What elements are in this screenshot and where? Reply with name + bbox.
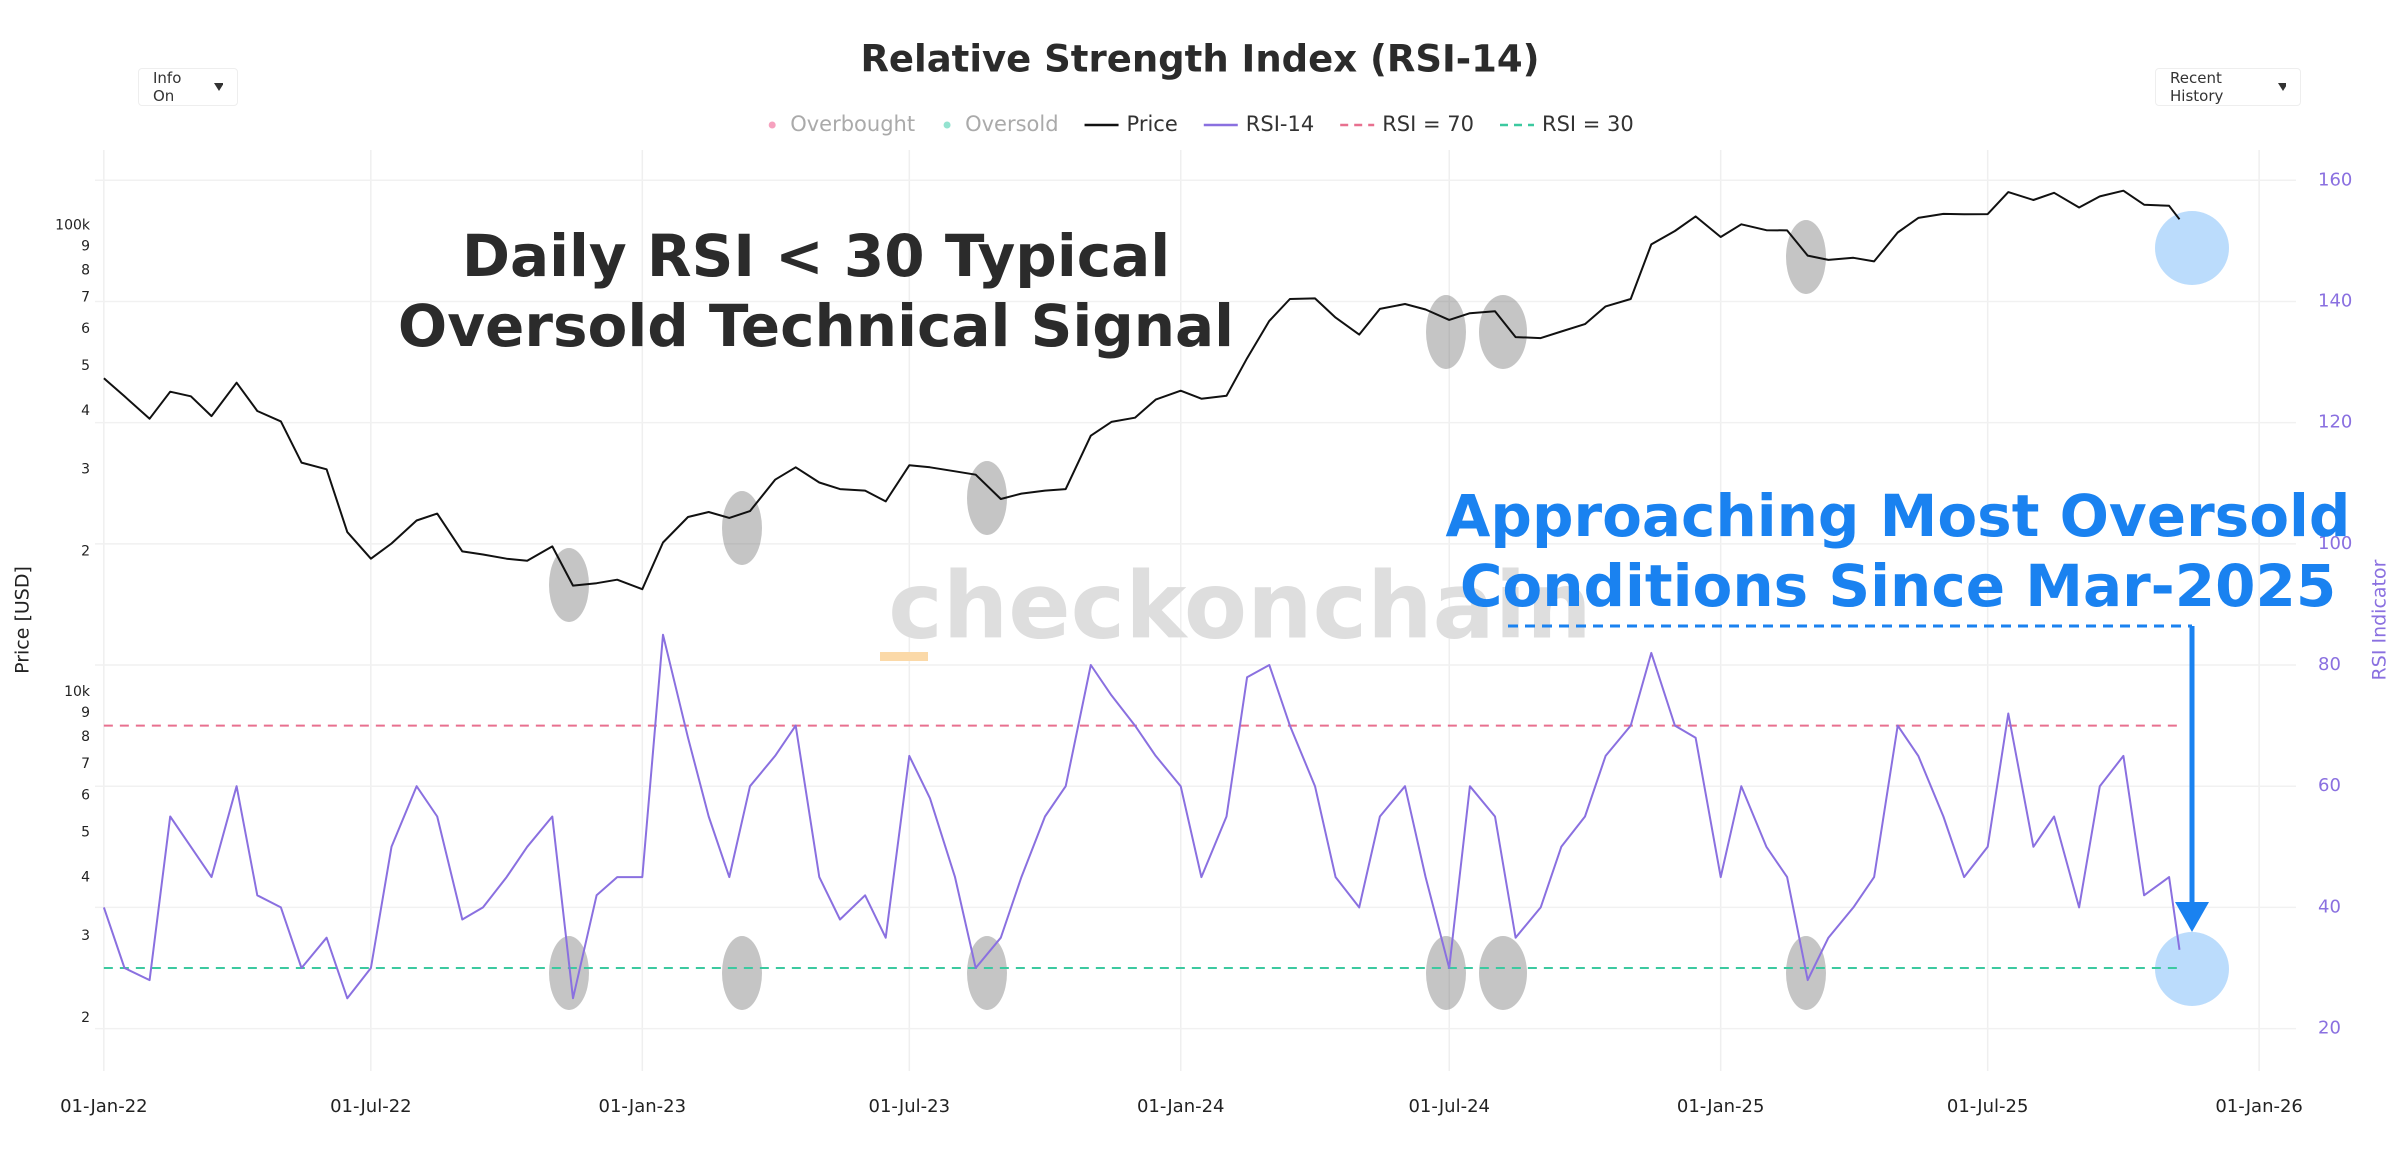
y2-tick-label: 60 bbox=[2318, 775, 2341, 796]
y-tick-label: 4 bbox=[81, 870, 90, 886]
highlight bbox=[1786, 220, 1826, 294]
annotation: Conditions Since Mar-2025 bbox=[1460, 552, 2336, 620]
x-tick-label: 01-Jan-26 bbox=[2215, 1096, 2303, 1117]
x-tick-label: 01-Jan-22 bbox=[60, 1096, 148, 1117]
y-tick-label: 5 bbox=[81, 358, 90, 374]
legend-label: RSI-14 bbox=[1246, 112, 1314, 136]
dropdown-label: Recent History bbox=[2170, 69, 2224, 105]
y-tick-label: 100k bbox=[55, 217, 91, 233]
y2-tick-label: 140 bbox=[2318, 290, 2352, 311]
watermark: checkonchain bbox=[888, 552, 1592, 659]
y-tick-label: 7 bbox=[81, 756, 90, 772]
legend-swatch bbox=[943, 121, 951, 129]
watermark-underscore bbox=[880, 652, 928, 661]
legend-item: RSI-14 bbox=[1203, 112, 1314, 136]
chart-title: Relative Strength Index (RSI-14) bbox=[860, 38, 1539, 81]
y2-tick-label: 160 bbox=[2318, 169, 2352, 190]
focus-circle bbox=[2155, 211, 2229, 285]
x-tick-label: 01-Jan-23 bbox=[599, 1096, 687, 1117]
highlight bbox=[549, 936, 589, 1010]
y-tick-label: 10k bbox=[64, 684, 91, 700]
y-tick-label: 6 bbox=[81, 787, 90, 803]
y-tick-label: 3 bbox=[81, 461, 90, 477]
highlight bbox=[1426, 936, 1466, 1010]
highlight bbox=[967, 936, 1007, 1010]
y2-tick-label: 20 bbox=[2318, 1018, 2341, 1039]
legend-item: Overbought bbox=[768, 112, 915, 136]
legend-item: RSI = 70 bbox=[1340, 112, 1474, 136]
annotation: Daily RSI < 30 Typical bbox=[462, 222, 1170, 290]
y2-axis-label: RSI Indicator bbox=[2369, 559, 2391, 680]
highlight bbox=[1426, 295, 1466, 369]
info-dropdown[interactable]: Info On bbox=[138, 68, 238, 106]
y2-tick-label: 100 bbox=[2318, 533, 2352, 554]
dropdown-arrow bbox=[214, 83, 223, 91]
y-tick-label: 9 bbox=[81, 705, 90, 721]
y2-tick-label: 40 bbox=[2318, 896, 2341, 917]
y-tick-label: 7 bbox=[81, 290, 90, 306]
y-tick-label: 2 bbox=[81, 1010, 90, 1026]
annotation: Approaching Most Oversold bbox=[1446, 482, 2351, 550]
legend-swatch bbox=[768, 121, 776, 129]
highlight bbox=[722, 936, 762, 1010]
legend-item: RSI = 30 bbox=[1500, 112, 1634, 136]
y-tick-label: 9 bbox=[81, 239, 90, 255]
legend-label: Overbought bbox=[790, 112, 915, 136]
highlight bbox=[1479, 936, 1527, 1010]
y-tick-label: 2 bbox=[81, 543, 90, 559]
dropdown-arrow bbox=[2277, 83, 2286, 91]
x-tick-label: 01-Jul-22 bbox=[330, 1096, 412, 1117]
legend-label: RSI = 30 bbox=[1542, 112, 1634, 136]
legend-label: RSI = 70 bbox=[1382, 112, 1474, 136]
y2-tick-label: 80 bbox=[2318, 654, 2341, 675]
focus-circle bbox=[2155, 932, 2229, 1006]
y-tick-label: 4 bbox=[81, 403, 90, 419]
legend-label: Price bbox=[1127, 112, 1178, 136]
x-tick-label: 01-Jan-25 bbox=[1677, 1096, 1765, 1117]
y-axis-label: Price [USD] bbox=[12, 566, 34, 674]
arrow-head bbox=[2175, 902, 2209, 932]
y-tick-label: 8 bbox=[81, 263, 90, 279]
y-tick-label: 3 bbox=[81, 928, 90, 944]
x-tick-label: 01-Jul-23 bbox=[869, 1096, 951, 1117]
y-tick-label: 8 bbox=[81, 729, 90, 745]
series-line bbox=[103, 189, 2181, 591]
x-tick-label: 01-Jul-24 bbox=[1408, 1096, 1490, 1117]
highlight bbox=[549, 548, 589, 622]
y-tick-label: 5 bbox=[81, 824, 90, 840]
legend-item: Price bbox=[1084, 112, 1178, 136]
highlight bbox=[1479, 295, 1527, 369]
x-tick-label: 01-Jan-24 bbox=[1137, 1096, 1225, 1117]
x-tick-label: 01-Jul-25 bbox=[1947, 1096, 2029, 1117]
legend-label: Oversold bbox=[965, 112, 1058, 136]
highlight bbox=[967, 461, 1007, 535]
grid bbox=[95, 150, 2296, 1071]
series-line bbox=[102, 633, 2181, 1000]
dropdown-label: Info On bbox=[153, 69, 182, 105]
annotation: Oversold Technical Signal bbox=[398, 292, 1234, 360]
y2-tick-label: 120 bbox=[2318, 412, 2352, 433]
y-tick-label: 6 bbox=[81, 321, 90, 337]
history-dropdown[interactable]: Recent History bbox=[2155, 68, 2301, 106]
legend: Overbought Oversold Price RSI-14 RSI = 70 RSI… bbox=[768, 112, 1634, 136]
legend-item: Oversold bbox=[943, 112, 1059, 136]
